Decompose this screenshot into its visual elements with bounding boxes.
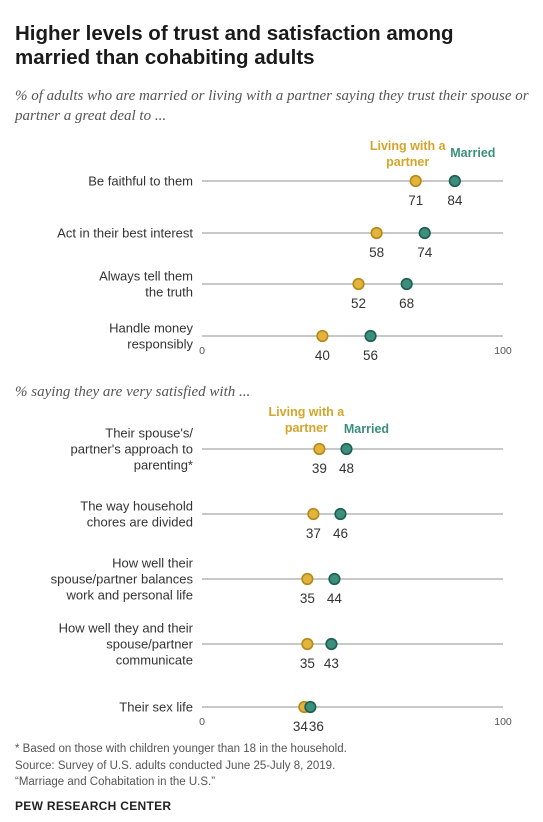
married-value-label: 36 <box>309 719 324 734</box>
axis-tick-label: 0 <box>199 345 205 357</box>
category-label: Be faithful to them <box>88 174 193 189</box>
legend-married: Married <box>450 146 495 160</box>
married-value-label: 74 <box>417 245 433 260</box>
cohabiting-dot <box>307 507 320 521</box>
legend-cohabiting: Living with a <box>370 139 447 153</box>
married-dot <box>334 507 347 521</box>
chart-subtitle-satisfaction: % saying they are very satisfied with ..… <box>15 384 251 400</box>
married-dot <box>448 174 461 188</box>
cohabiting-value-label: 71 <box>408 193 423 208</box>
category-label: Handle money <box>109 321 193 336</box>
cohabiting-value-label: 35 <box>300 656 315 671</box>
married-value-label: 84 <box>447 193 463 208</box>
legend-cohabiting: partner <box>386 155 429 169</box>
married-dot <box>400 277 413 291</box>
axis-tick-label: 100 <box>494 716 512 728</box>
married-dot <box>340 442 353 456</box>
category-label: Their spouse's/ <box>105 426 193 441</box>
category-label: communicate <box>116 653 193 668</box>
cohabiting-value-label: 52 <box>351 296 366 311</box>
cohabiting-value-label: 34 <box>293 719 309 734</box>
married-dot <box>364 329 377 343</box>
cohabiting-dot <box>352 277 365 291</box>
cohabiting-dot <box>370 226 383 240</box>
cohabiting-dot <box>301 572 314 586</box>
cohabiting-value-label: 39 <box>312 461 327 476</box>
category-label: the truth <box>145 285 193 300</box>
cohabiting-dot <box>313 442 326 456</box>
married-value-label: 48 <box>339 461 354 476</box>
married-dot <box>304 700 317 714</box>
category-label: Their sex life <box>119 700 193 715</box>
legend-cohabiting: Living with a <box>269 405 346 419</box>
category-label: responsibly <box>127 337 193 352</box>
married-value-label: 46 <box>333 526 348 541</box>
report-title-note: “Marriage and Cohabitation in the U.S.” <box>15 776 216 788</box>
category-label: spouse/partner balances <box>51 572 194 587</box>
chart-title: Higher levels of trust and satisfaction … <box>15 22 454 69</box>
cohabiting-value-label: 40 <box>315 348 330 363</box>
married-dot <box>328 572 341 586</box>
category-label: partner's approach to <box>71 442 193 457</box>
category-label: spouse/partner <box>106 637 193 652</box>
married-value-label: 44 <box>327 591 343 606</box>
category-label: parenting* <box>134 458 193 473</box>
cohabiting-value-label: 58 <box>369 245 384 260</box>
married-dot <box>418 226 431 240</box>
cohabiting-dot <box>409 174 422 188</box>
cohabiting-dot <box>316 329 329 343</box>
legend-cohabiting: partner <box>285 421 328 435</box>
axis-tick-label: 0 <box>199 716 205 728</box>
category-label: How well their <box>112 556 194 571</box>
category-label: work and personal life <box>66 588 193 603</box>
chart-subtitle-trust: % of adults who are married or living wi… <box>15 88 529 124</box>
married-value-label: 43 <box>324 656 339 671</box>
brand-logo-text: PEW RESEARCH CENTER <box>15 799 172 813</box>
cohabiting-value-label: 37 <box>306 526 321 541</box>
category-label: Act in their best interest <box>57 226 193 241</box>
cohabiting-value-label: 35 <box>300 591 315 606</box>
category-label: Always tell them <box>99 269 193 284</box>
axis-tick-label: 100 <box>494 345 512 357</box>
footnotes: * Based on those with children younger t… <box>15 741 535 791</box>
category-label: How well they and their <box>59 621 194 636</box>
married-value-label: 56 <box>363 348 378 363</box>
legend-married: Married <box>344 422 389 436</box>
source-note: Source: Survey of U.S. adults conducted … <box>15 759 336 772</box>
cohabiting-dot <box>301 637 314 651</box>
category-label: The way household <box>80 499 193 514</box>
married-value-label: 68 <box>399 296 414 311</box>
footnote-children: * Based on those with children younger t… <box>15 743 347 755</box>
married-dot <box>325 637 338 651</box>
category-label: chores are divided <box>87 515 193 530</box>
